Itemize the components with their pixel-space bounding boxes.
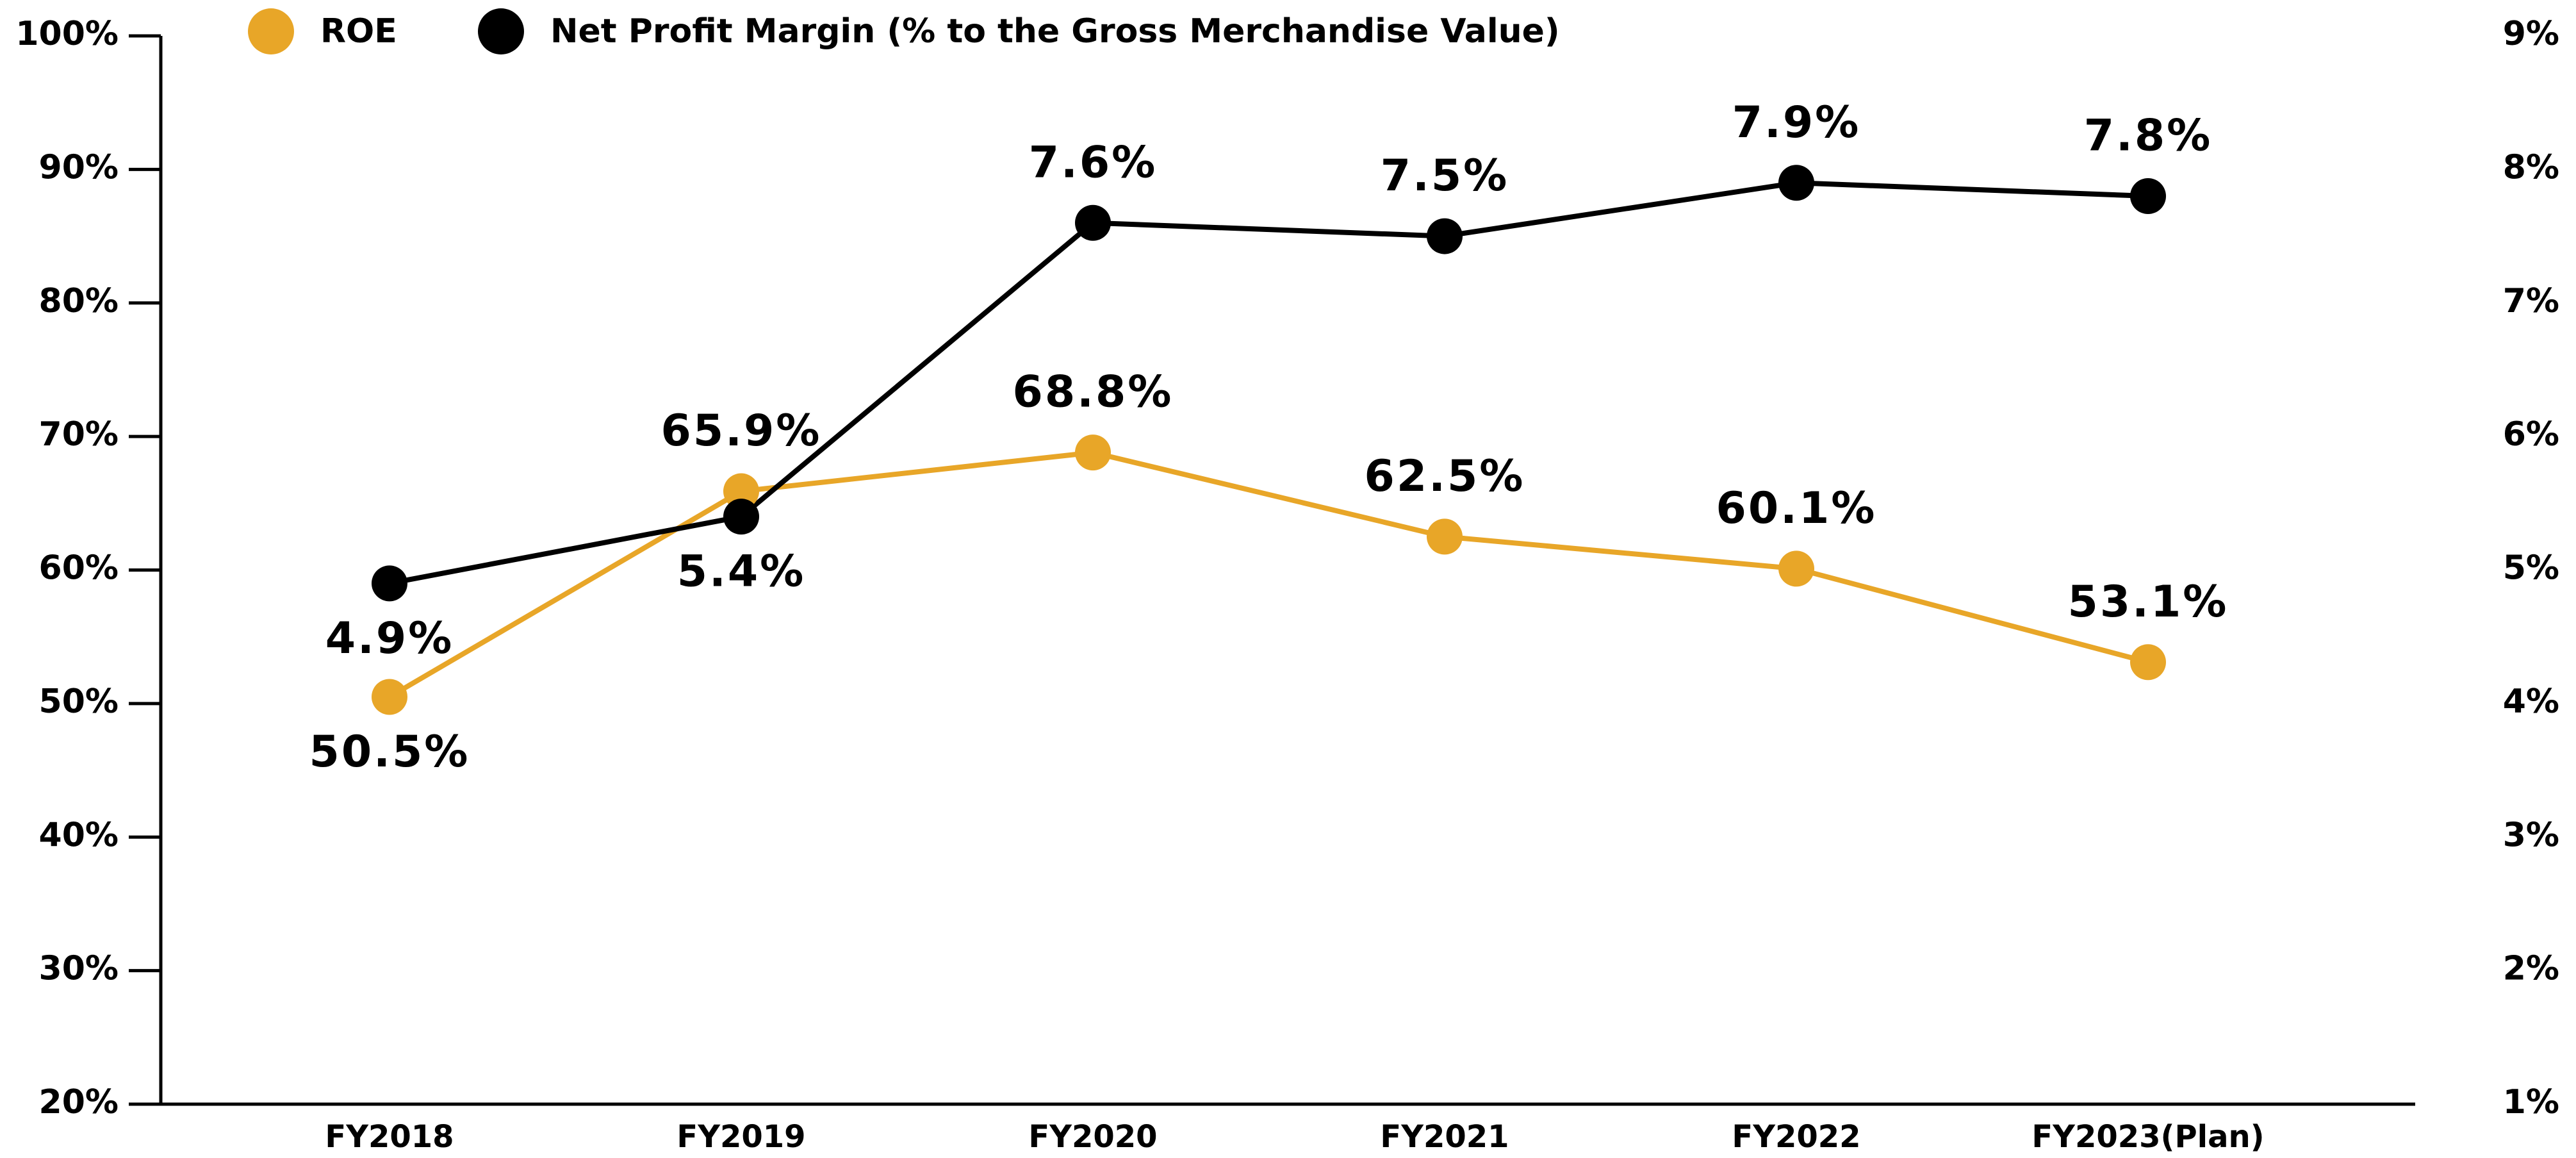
data-point bbox=[372, 565, 407, 602]
y-tick-label: 40% bbox=[39, 816, 119, 854]
data-label: 5.4% bbox=[677, 547, 806, 597]
y2-tick-label: 7% bbox=[2503, 282, 2559, 320]
data-label: 7.6% bbox=[1029, 137, 1158, 188]
y-tick-label: 50% bbox=[39, 682, 119, 721]
y2-tick-label: 5% bbox=[2503, 549, 2559, 588]
data-label: 4.9% bbox=[325, 613, 454, 664]
series-line bbox=[388, 450, 2149, 699]
x-tick-label: FY2021 bbox=[1380, 1119, 1509, 1155]
x-tick-label: FY2023(Plan) bbox=[2031, 1119, 2264, 1155]
y2-tick-label: 8% bbox=[2503, 148, 2559, 186]
data-point bbox=[1075, 204, 1111, 241]
x-tick-label: FY2020 bbox=[1028, 1119, 1157, 1155]
data-point bbox=[1778, 165, 1814, 201]
data-label: 53.1% bbox=[2068, 577, 2229, 627]
y2-tick-label: 4% bbox=[2503, 682, 2559, 721]
y-tick-label: 30% bbox=[39, 950, 119, 988]
data-label: 7.8% bbox=[2084, 111, 2213, 161]
data-label: 7.9% bbox=[1732, 97, 1861, 148]
data-label: 7.5% bbox=[1381, 151, 1509, 201]
y-tick-label: 100% bbox=[15, 15, 119, 53]
data-point bbox=[1427, 518, 1463, 555]
series-line bbox=[389, 180, 2149, 586]
data-label: 68.8% bbox=[1013, 367, 1174, 418]
y2-tick-label: 3% bbox=[2503, 816, 2559, 854]
y2-tick-label: 1% bbox=[2503, 1083, 2559, 1121]
data-point bbox=[723, 499, 759, 535]
x-tick-label: FY2019 bbox=[677, 1119, 805, 1155]
data-point bbox=[372, 679, 407, 715]
legend-marker bbox=[478, 8, 524, 54]
data-label: 50.5% bbox=[309, 727, 470, 777]
legend-marker bbox=[248, 8, 294, 54]
data-label: 65.9% bbox=[661, 406, 822, 456]
data-point bbox=[1427, 218, 1463, 254]
y-tick-label: 20% bbox=[39, 1083, 119, 1121]
legend-label: ROE bbox=[320, 12, 397, 51]
y-tick-label: 70% bbox=[39, 415, 119, 454]
data-point bbox=[723, 473, 759, 509]
x-tick-label: FY2018 bbox=[325, 1119, 454, 1155]
y-tick-label: 80% bbox=[39, 282, 119, 320]
y2-tick-label: 2% bbox=[2503, 950, 2559, 988]
x-tick-label: FY2022 bbox=[1732, 1119, 1860, 1155]
data-label: 60.1% bbox=[1716, 483, 1877, 534]
y2-tick-label: 9% bbox=[2503, 15, 2559, 53]
y2-tick-label: 6% bbox=[2503, 415, 2559, 454]
y-tick-label: 90% bbox=[39, 148, 119, 186]
data-point bbox=[2130, 644, 2166, 681]
data-point bbox=[1778, 550, 1814, 587]
data-point bbox=[1075, 434, 1111, 471]
data-point bbox=[2130, 178, 2166, 215]
data-label: 62.5% bbox=[1365, 451, 1525, 502]
legend-label: Net Profit Margin (% to the Gross Mercha… bbox=[550, 12, 1560, 51]
y-tick-label: 60% bbox=[39, 549, 119, 588]
